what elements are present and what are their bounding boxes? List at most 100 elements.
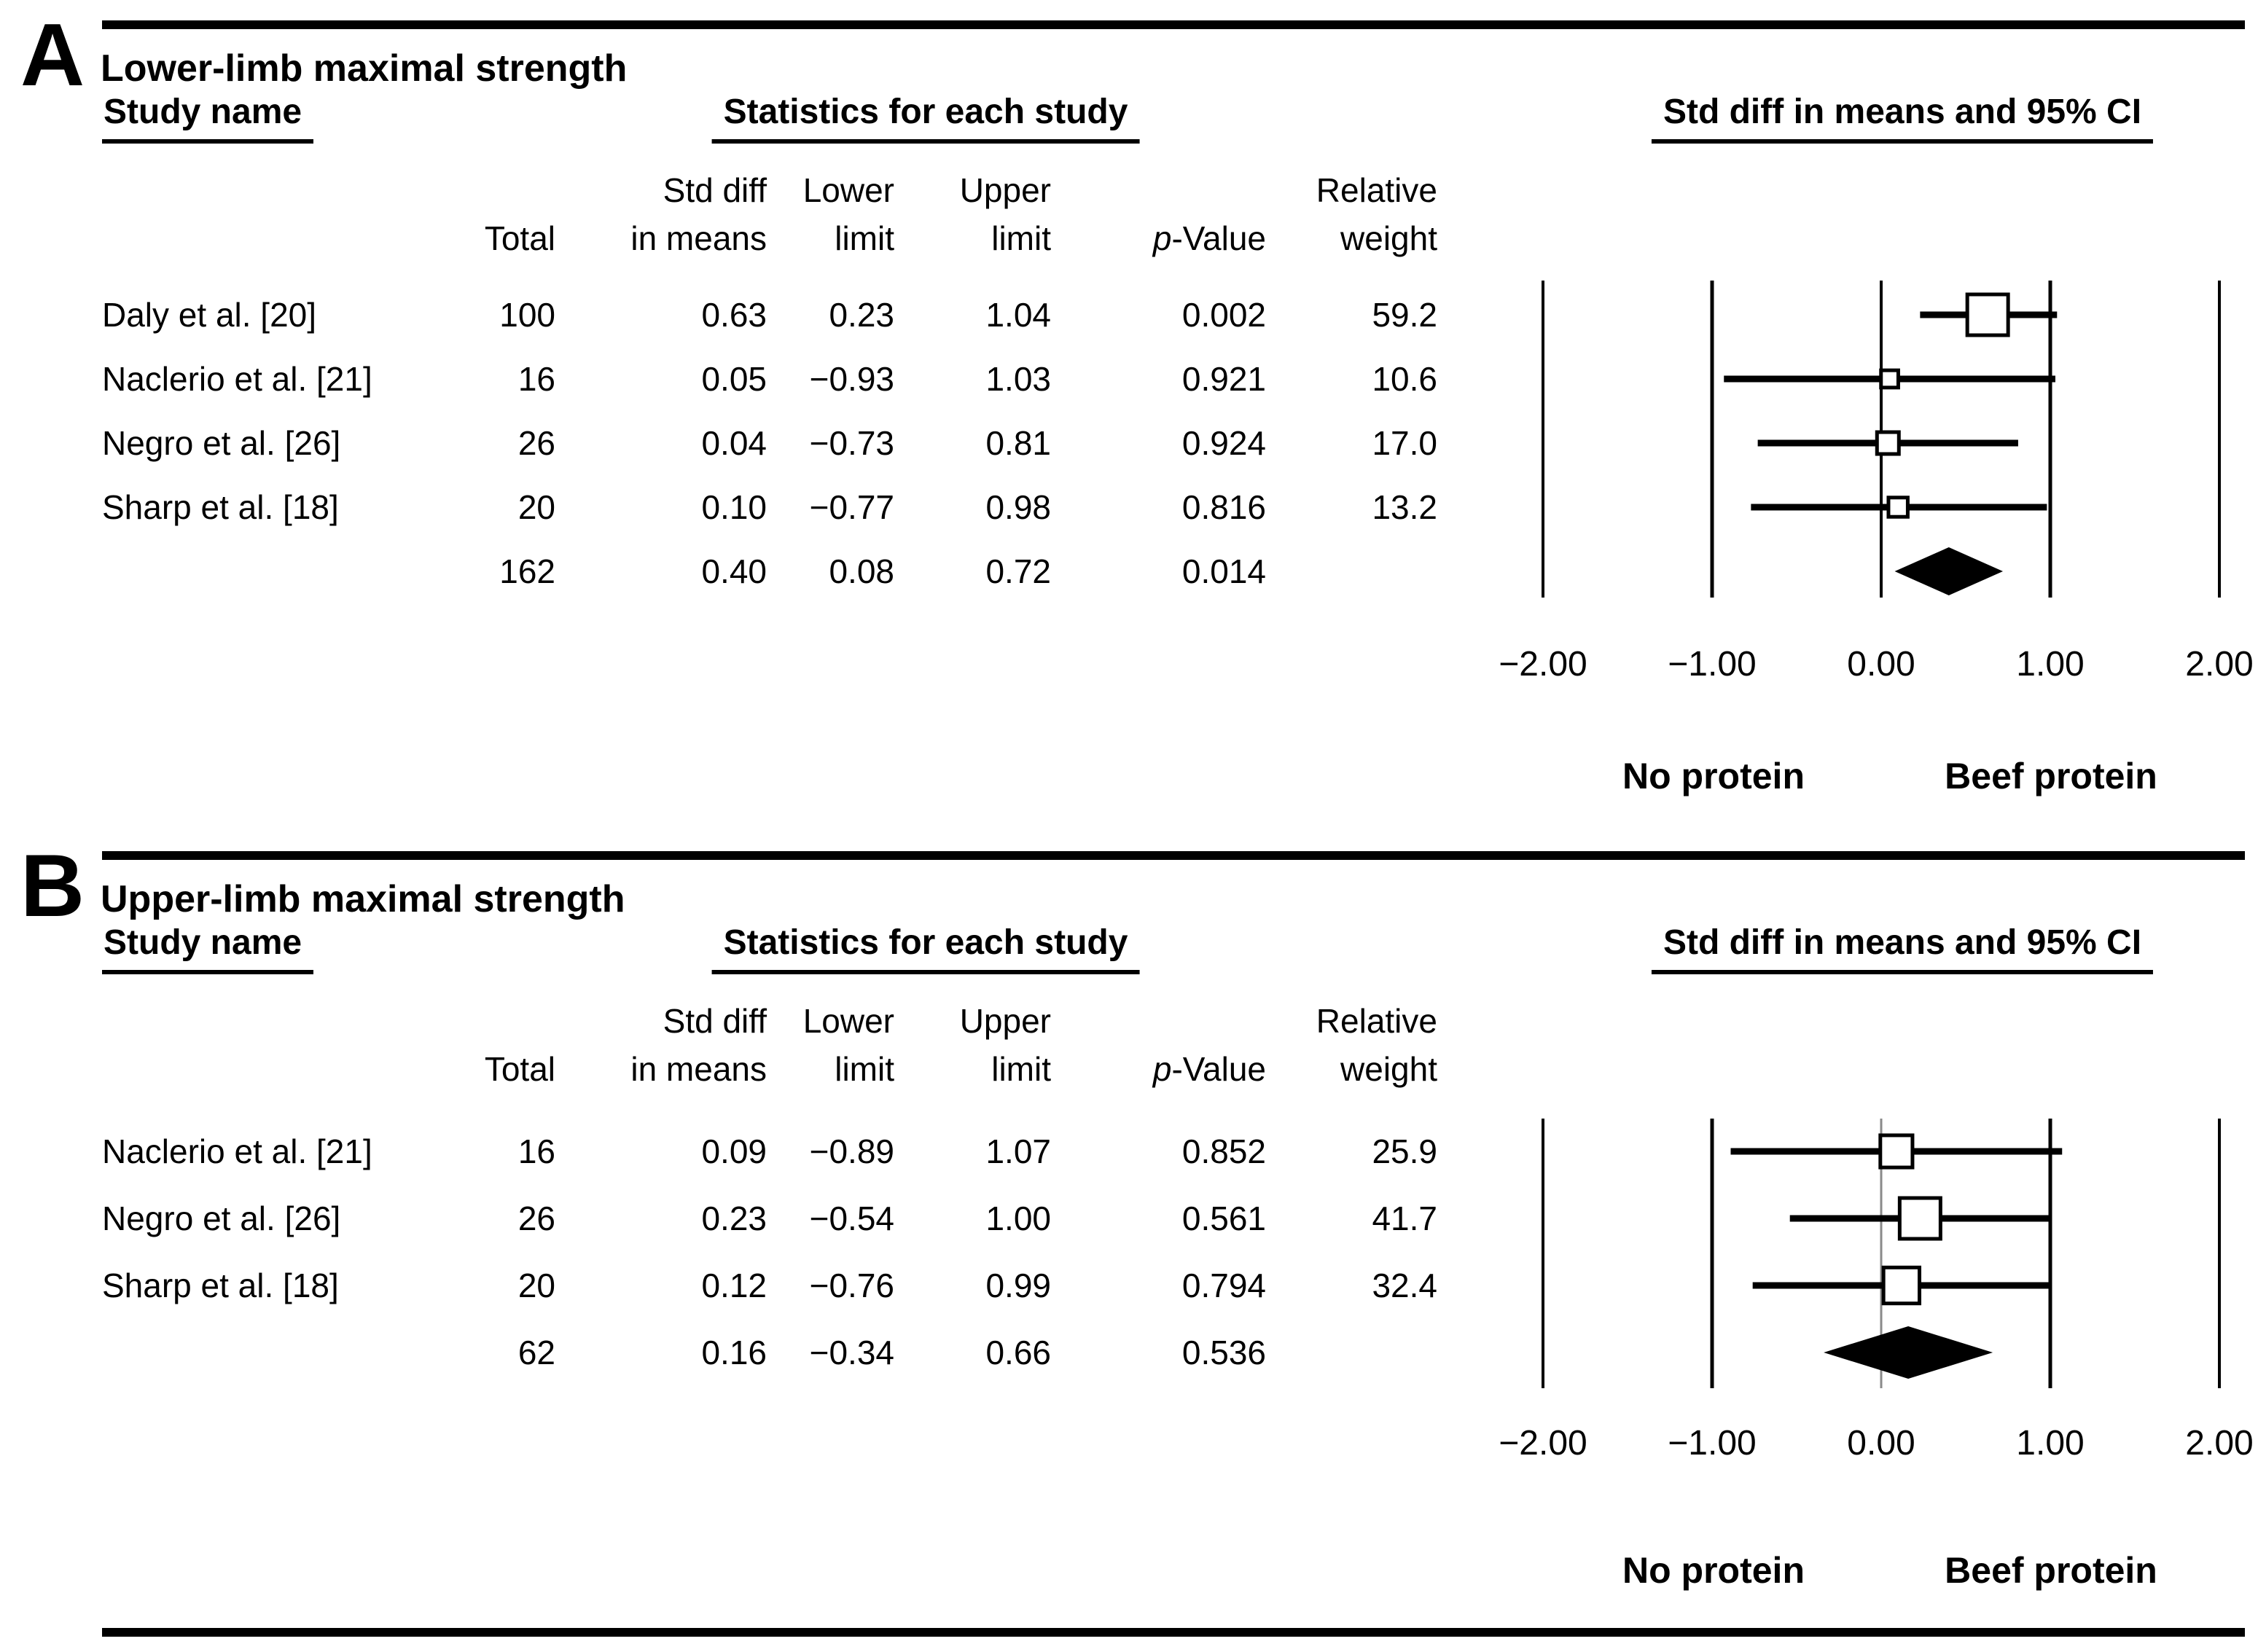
relative-weight-cell: 59.2 <box>1372 296 1437 334</box>
column-headers: Total Std diff in means Lower limit Upper l… <box>102 166 1443 262</box>
panel-a-letter: A <box>20 5 85 104</box>
study-row: Negro et al. [26] 26 0.23 −0.54 1.00 0.5… <box>102 1185 1443 1252</box>
axis-tick-label: 1.00 <box>2016 1424 2084 1463</box>
study-row: Sharp et al. [18] 20 0.10 −0.77 0.98 0.8… <box>102 475 1443 539</box>
lower-limit-cell: −0.54 <box>809 1199 894 1237</box>
lower-limit-cell: −0.89 <box>809 1132 894 1170</box>
panel-b-title: Upper-limb maximal strength <box>101 878 625 920</box>
upper-limit-cell: 0.72 <box>985 552 1051 590</box>
std-diff-cell: 0.05 <box>701 360 767 398</box>
upper-limit-cell: 1.00 <box>985 1199 1051 1237</box>
panel-b-letter: B <box>20 836 85 935</box>
lower-limit-cell: −0.93 <box>809 360 894 398</box>
total-cell: 26 <box>517 1199 555 1237</box>
lower-limit-cell: −0.77 <box>809 488 894 526</box>
lower-limit-cell: −0.76 <box>809 1267 894 1304</box>
summary-row: 162 0.40 0.08 0.72 0.014 <box>102 539 1443 603</box>
p-value-cell: 0.924 <box>1181 424 1266 462</box>
p-value-cell: 0.014 <box>1181 552 1266 590</box>
upper-limit-colhead: Upper limit <box>959 171 1051 257</box>
effect-square <box>1897 1196 1942 1241</box>
axis-tick-label: 0.00 <box>1847 645 1915 684</box>
std-diff-cell: 0.09 <box>701 1132 767 1170</box>
total-cell: 20 <box>517 1267 555 1304</box>
effect-square <box>1886 496 1910 519</box>
study-name-cell: Daly et al. [20] <box>102 296 317 334</box>
panel-b-top-rule <box>102 851 2245 860</box>
std-diff-cell: 0.63 <box>701 296 767 334</box>
std-diff-colhead: Std diff in means <box>630 171 767 257</box>
p-value-cell: 0.002 <box>1181 296 1266 334</box>
statistics-header: Statistics for each study <box>711 92 1140 144</box>
relative-weight-cell: 25.9 <box>1372 1132 1437 1170</box>
total-cell: 62 <box>517 1334 555 1371</box>
study-name-cell: Naclerio et al. [21] <box>102 360 372 398</box>
effect-square <box>1881 1265 1922 1306</box>
p-value-cell: 0.536 <box>1181 1334 1266 1371</box>
relative-weight-colhead: Relative weight <box>1316 171 1437 257</box>
total-colhead: Total <box>484 219 555 257</box>
lower-limit-colhead: Lower limit <box>802 1002 894 1088</box>
study-name-cell: Negro et al. [26] <box>102 424 341 462</box>
std-diff-cell: 0.10 <box>701 488 767 526</box>
panel-a-title: Lower-limb maximal strength <box>101 47 628 90</box>
total-cell: 20 <box>517 488 555 526</box>
upper-limit-cell: 0.99 <box>985 1267 1051 1304</box>
relative-weight-cell: 10.6 <box>1372 360 1437 398</box>
axis-tick-label: −1.00 <box>1668 645 1756 684</box>
study-name-header: Study name <box>102 92 314 144</box>
lower-limit-cell: −0.73 <box>809 424 894 462</box>
study-name-cell: Naclerio et al. [21] <box>102 1132 372 1170</box>
axis-tick-label: −1.00 <box>1668 1424 1756 1463</box>
total-colhead: Total <box>484 1050 555 1088</box>
study-name-header: Study name <box>102 923 314 974</box>
lower-limit-colhead: Lower limit <box>802 171 894 257</box>
column-headers: Total Std diff in means Lower limit Upper l… <box>102 997 1443 1093</box>
std-diff-cell: 0.12 <box>701 1267 767 1304</box>
relative-weight-cell: 41.7 <box>1372 1199 1437 1237</box>
statistics-header: Statistics for each study <box>711 923 1140 974</box>
relative-weight-colhead: Relative weight <box>1316 1002 1437 1088</box>
upper-limit-cell: 0.81 <box>985 424 1051 462</box>
std-diff-cell: 0.23 <box>701 1199 767 1237</box>
effect-square <box>1879 368 1900 390</box>
upper-limit-cell: 1.03 <box>985 360 1051 398</box>
study-colhead-spacer <box>102 997 452 1093</box>
relative-weight-cell: 17.0 <box>1372 424 1437 462</box>
bottom-rule <box>102 1628 2245 1637</box>
favours-left-label: No protein <box>1622 756 1805 796</box>
study-name-cell: Sharp et al. [18] <box>102 1267 339 1304</box>
total-cell: 100 <box>499 296 555 334</box>
ci-header: Std diff in means and 95% CI <box>1651 92 2154 144</box>
summary-diamond <box>1894 547 2004 595</box>
study-row: Daly et al. [20] 100 0.63 0.23 1.04 0.00… <box>102 283 1443 347</box>
upper-limit-cell: 1.07 <box>985 1132 1051 1170</box>
axis-tick-label: −2.00 <box>1499 645 1587 684</box>
total-cell: 26 <box>517 424 555 462</box>
relative-weight-cell: 32.4 <box>1372 1267 1437 1304</box>
favours-left-label: No protein <box>1622 1550 1805 1591</box>
study-row: Naclerio et al. [21] 16 0.09 −0.89 1.07 … <box>102 1118 1443 1185</box>
forest-plot: −2.00 −1.00 0.00 1.00 2.00 <box>1499 281 2254 684</box>
std-diff-cell: 0.04 <box>701 424 767 462</box>
effect-square <box>1965 292 2010 337</box>
summary-diamond <box>1824 1326 1993 1379</box>
lower-limit-cell: 0.08 <box>829 552 894 590</box>
total-cell: 16 <box>517 360 555 398</box>
study-name-cell: Sharp et al. [18] <box>102 488 339 526</box>
study-row: Sharp et al. [18] 20 0.12 −0.76 0.99 0.7… <box>102 1252 1443 1319</box>
stats-table: Naclerio et al. [21] 16 0.09 −0.89 1.07 … <box>102 1118 1443 1386</box>
total-cell: 162 <box>499 552 555 590</box>
study-colhead-spacer <box>102 166 452 262</box>
lower-limit-cell: 0.23 <box>829 296 894 334</box>
p-value-cell: 0.816 <box>1181 488 1266 526</box>
stats-table: Daly et al. [20] 100 0.63 0.23 1.04 0.00… <box>102 283 1443 603</box>
p-value-colhead: p-Value <box>1152 1050 1266 1088</box>
summary-row: 62 0.16 −0.34 0.66 0.536 <box>102 1319 1443 1386</box>
axis-tick-label: 0.00 <box>1847 1424 1915 1463</box>
axis-tick-label: 2.00 <box>2185 1424 2253 1463</box>
study-row: Naclerio et al. [21] 16 0.05 −0.93 1.03 … <box>102 347 1443 411</box>
lower-limit-cell: −0.34 <box>809 1334 894 1371</box>
upper-limit-cell: 1.04 <box>985 296 1051 334</box>
p-value-cell: 0.794 <box>1181 1267 1266 1304</box>
